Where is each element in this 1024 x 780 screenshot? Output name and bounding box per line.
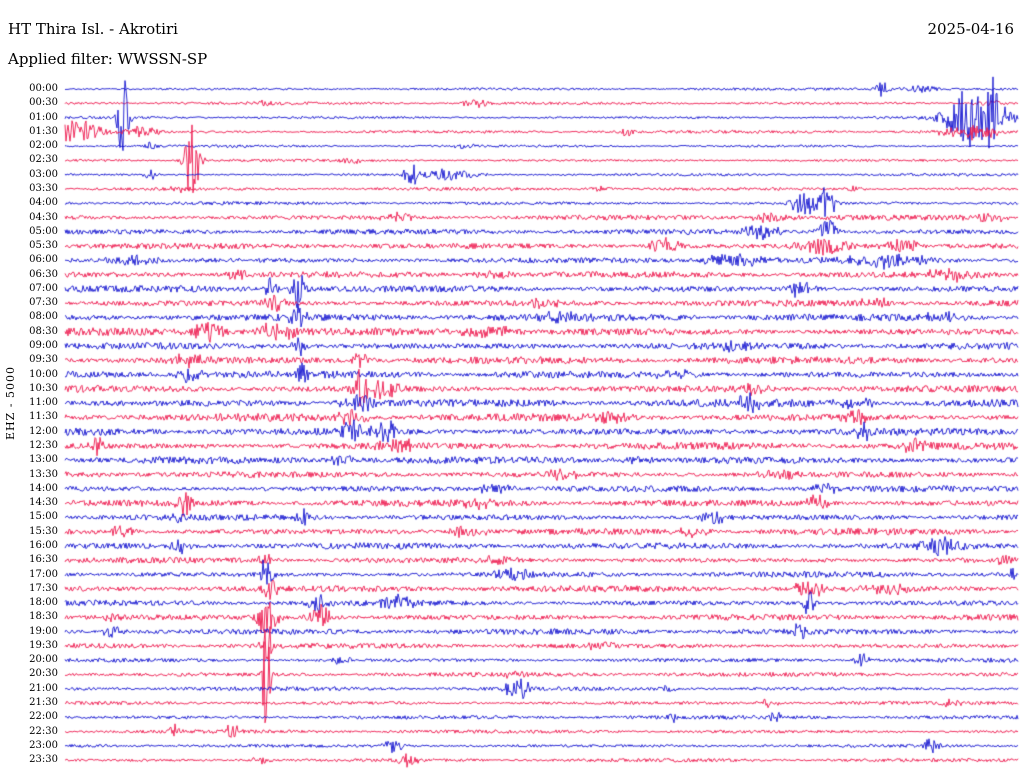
time-label: 18:00 xyxy=(29,597,58,609)
time-label: 13:00 xyxy=(29,454,58,466)
time-label: 10:00 xyxy=(29,368,58,380)
time-label: 12:00 xyxy=(29,425,58,437)
time-label: 13:30 xyxy=(29,468,58,480)
time-label: 15:30 xyxy=(29,525,58,537)
time-label: 23:30 xyxy=(29,754,58,766)
time-label: 23:00 xyxy=(29,739,58,751)
time-label: 09:30 xyxy=(29,354,58,366)
time-label: 14:00 xyxy=(29,482,58,494)
time-label: 18:30 xyxy=(29,611,58,623)
time-label: 05:00 xyxy=(29,225,58,237)
time-label: 00:00 xyxy=(29,83,58,94)
time-label: 16:30 xyxy=(29,554,58,566)
time-label: 12:30 xyxy=(29,440,58,451)
time-label: 19:30 xyxy=(29,639,58,651)
time-label: 07:30 xyxy=(29,297,58,309)
time-label: 09:00 xyxy=(29,340,58,352)
time-label: 22:00 xyxy=(29,711,58,723)
time-label: 00:30 xyxy=(29,97,58,109)
time-label: 04:00 xyxy=(29,197,58,209)
time-label: 11:30 xyxy=(29,411,58,423)
time-label: 04:30 xyxy=(29,211,58,223)
time-label: 11:00 xyxy=(29,397,58,409)
time-label: 02:00 xyxy=(29,140,58,152)
time-label: 06:30 xyxy=(29,268,58,280)
time-label: 08:00 xyxy=(29,311,58,323)
time-label: 16:00 xyxy=(29,539,58,551)
time-label: 03:30 xyxy=(29,182,58,194)
time-label: 01:00 xyxy=(29,111,58,123)
time-label: 22:30 xyxy=(29,725,58,737)
time-label: 20:00 xyxy=(29,654,58,666)
time-label: 03:00 xyxy=(29,168,58,180)
time-label: 01:30 xyxy=(29,125,58,137)
time-label: 15:00 xyxy=(29,511,58,523)
time-label: 14:30 xyxy=(29,497,58,509)
time-label: 17:30 xyxy=(29,582,58,594)
time-label: 02:30 xyxy=(29,154,58,166)
time-label: 21:30 xyxy=(29,697,58,709)
time-label: 07:00 xyxy=(29,282,58,294)
time-label: 05:30 xyxy=(29,240,58,252)
time-label: 17:00 xyxy=(29,568,58,580)
time-label: 21:00 xyxy=(29,682,58,694)
time-label: 06:00 xyxy=(29,254,58,266)
time-label: 20:30 xyxy=(29,668,58,680)
time-label: 08:30 xyxy=(29,325,58,337)
time-label: 10:30 xyxy=(29,382,58,394)
time-label: 19:00 xyxy=(29,625,58,637)
